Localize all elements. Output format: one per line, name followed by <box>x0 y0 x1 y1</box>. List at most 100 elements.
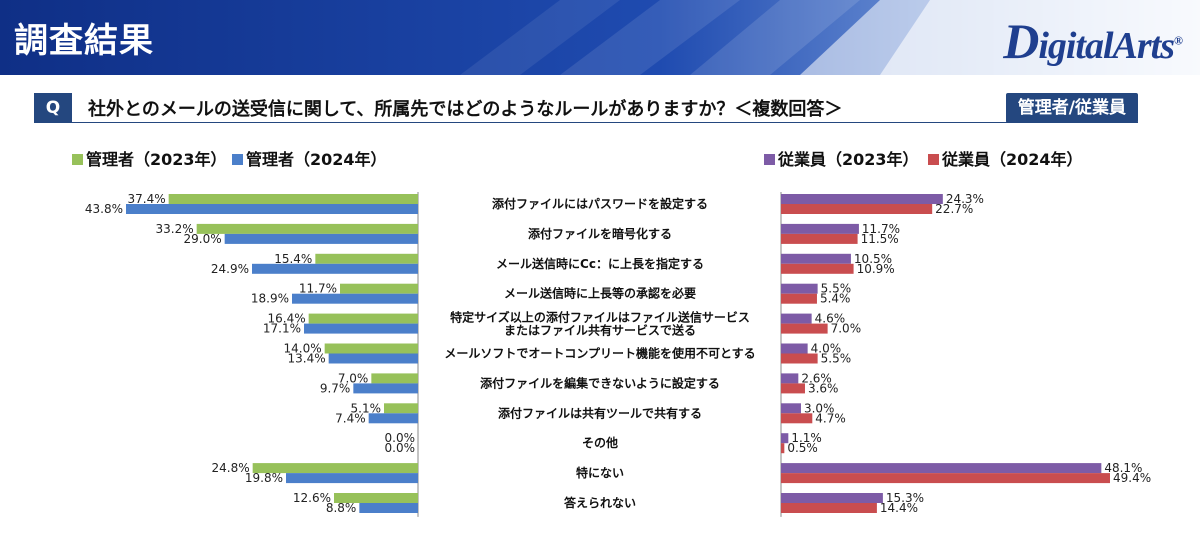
admin-value-label: 7.0% <box>338 371 369 385</box>
admin-bar-2024 <box>224 233 418 244</box>
staff-value-label: 7.0% <box>831 322 862 336</box>
category-label: またはファイル共有サービスで送る <box>504 323 696 338</box>
category-label: 添付ファイルを編集できないように設定する <box>480 375 720 390</box>
category-label: 答えられない <box>564 495 636 510</box>
admin-value-label: 5.1% <box>351 401 382 415</box>
admin-value-label: 37.4% <box>128 192 166 206</box>
category-label: 特定サイズ以上の添付ファイルはファイル送信サービス <box>450 310 750 325</box>
admin-value-label: 7.4% <box>335 411 366 425</box>
banner-background <box>0 0 1200 75</box>
page-title: 調査結果 <box>14 21 154 61</box>
legend-staff-2024: 従業員（2024年） <box>928 146 1083 170</box>
staff-bar-2023 <box>781 253 851 264</box>
question-badge: Q <box>34 93 72 123</box>
staff-value-label: 49.4% <box>1113 471 1151 485</box>
admin-bar-2023 <box>315 253 418 264</box>
category-label: 特にない <box>576 465 624 480</box>
admin-bar-2024 <box>359 503 418 513</box>
staff-bar-2023 <box>781 403 801 414</box>
staff-value-label: 3.0% <box>804 401 835 415</box>
admin-bar-2024 <box>286 473 418 484</box>
admin-bar-2023 <box>371 373 418 384</box>
staff-bar-2023 <box>781 493 883 503</box>
staff-value-label: 11.7% <box>862 222 900 236</box>
staff-value-label: 2.6% <box>801 371 832 385</box>
admin-value-label: 19.8% <box>245 471 283 485</box>
category-label: メールソフトでオートコンプリート機能を使用不可とする <box>444 346 755 361</box>
category-label: 添付ファイルを暗号化する <box>528 226 672 241</box>
staff-value-label: 4.0% <box>811 342 842 356</box>
legend-admin-2023: 管理者（2023年） <box>72 146 227 170</box>
staff-value-label: 4.7% <box>815 411 846 425</box>
legend-admin-2024: 管理者（2024年） <box>232 146 387 170</box>
staff-value-label: 22.7% <box>935 202 973 216</box>
staff-bar-2024 <box>781 263 854 274</box>
staff-value-label: 5.5% <box>821 352 852 366</box>
admin-bar-2023 <box>340 283 418 294</box>
admin-bar-2024 <box>252 263 418 274</box>
staff-bar-2024 <box>781 383 805 394</box>
staff-bar-2023 <box>781 313 812 324</box>
staff-value-label: 3.6% <box>808 381 839 395</box>
admin-value-label: 11.7% <box>299 282 337 296</box>
legend-staff-2023: 従業員（2023年） <box>764 146 919 170</box>
admin-bar-2023 <box>324 343 418 354</box>
category-label: メール送信時に上長等の承認を必要 <box>504 286 696 301</box>
staff-value-label: 15.3% <box>886 491 924 505</box>
admin-bar-2024 <box>328 353 418 364</box>
header-banner: 調査結果 DigitalArts® <box>0 0 1200 75</box>
staff-bar-2024 <box>781 473 1110 484</box>
admin-value-label: 9.7% <box>320 381 351 395</box>
staff-value-label: 14.4% <box>880 501 918 515</box>
admin-bar-2024 <box>304 323 418 334</box>
admin-value-label: 24.9% <box>211 262 249 276</box>
staff-value-label: 48.1% <box>1104 461 1142 475</box>
category-label: その他 <box>582 435 618 450</box>
category-label: メール送信時にCc：に上長を指定する <box>496 256 704 271</box>
admin-value-label: 0.0% <box>385 431 416 445</box>
admin-bar-2023 <box>384 403 418 414</box>
admin-bar-2023 <box>168 194 418 204</box>
legend-swatch <box>764 154 775 165</box>
staff-bar-2024 <box>781 443 785 454</box>
staff-value-label: 10.9% <box>857 262 895 276</box>
staff-bar-2024 <box>781 233 858 244</box>
question-underline <box>34 122 1138 123</box>
staff-bar-2024 <box>781 323 828 334</box>
staff-bar-2023 <box>781 463 1102 474</box>
admin-bar-2023 <box>196 223 418 234</box>
admin-value-label: 24.8% <box>212 461 250 475</box>
staff-bar-2023 <box>781 343 808 354</box>
staff-bar-2023 <box>781 433 789 444</box>
admin-bar-2024 <box>292 293 418 304</box>
brand-logo: DigitalArts® <box>1003 13 1183 69</box>
admin-bar-2023 <box>334 493 418 503</box>
admin-bar-2023 <box>308 313 418 324</box>
admin-value-label: 14.0% <box>284 342 322 356</box>
admin-value-label: 15.4% <box>274 252 312 266</box>
question-text: 社外とのメールの送受信に関して、所属先ではどのようなルールがありますか？＜複数回… <box>88 99 843 120</box>
staff-bar-2024 <box>781 413 813 424</box>
staff-value-label: 5.4% <box>820 292 851 306</box>
staff-bar-2023 <box>781 194 943 204</box>
legend-swatch <box>928 154 939 165</box>
admin-value-label: 13.4% <box>288 352 326 366</box>
respondent-tag: 管理者/従業員 <box>1005 93 1138 123</box>
admin-bar-2024 <box>126 204 418 214</box>
admin-bar-2024 <box>368 413 418 424</box>
admin-value-label: 12.6% <box>293 491 331 505</box>
staff-bar-2023 <box>781 283 818 294</box>
staff-bar-2024 <box>781 353 818 364</box>
staff-bar-2023 <box>781 223 859 234</box>
staff-value-label: 1.1% <box>791 431 822 445</box>
admin-value-label: 43.8% <box>85 202 123 216</box>
staff-value-label: 11.5% <box>861 232 899 246</box>
admin-value-label: 0.0% <box>385 441 416 455</box>
admin-bar-2024 <box>353 383 418 394</box>
category-label: 添付ファイルは共有ツールで共有する <box>498 405 702 420</box>
admin-value-label: 17.1% <box>263 322 301 336</box>
staff-bar-2024 <box>781 204 933 214</box>
staff-bar-2023 <box>781 373 799 384</box>
admin-value-label: 33.2% <box>156 222 194 236</box>
